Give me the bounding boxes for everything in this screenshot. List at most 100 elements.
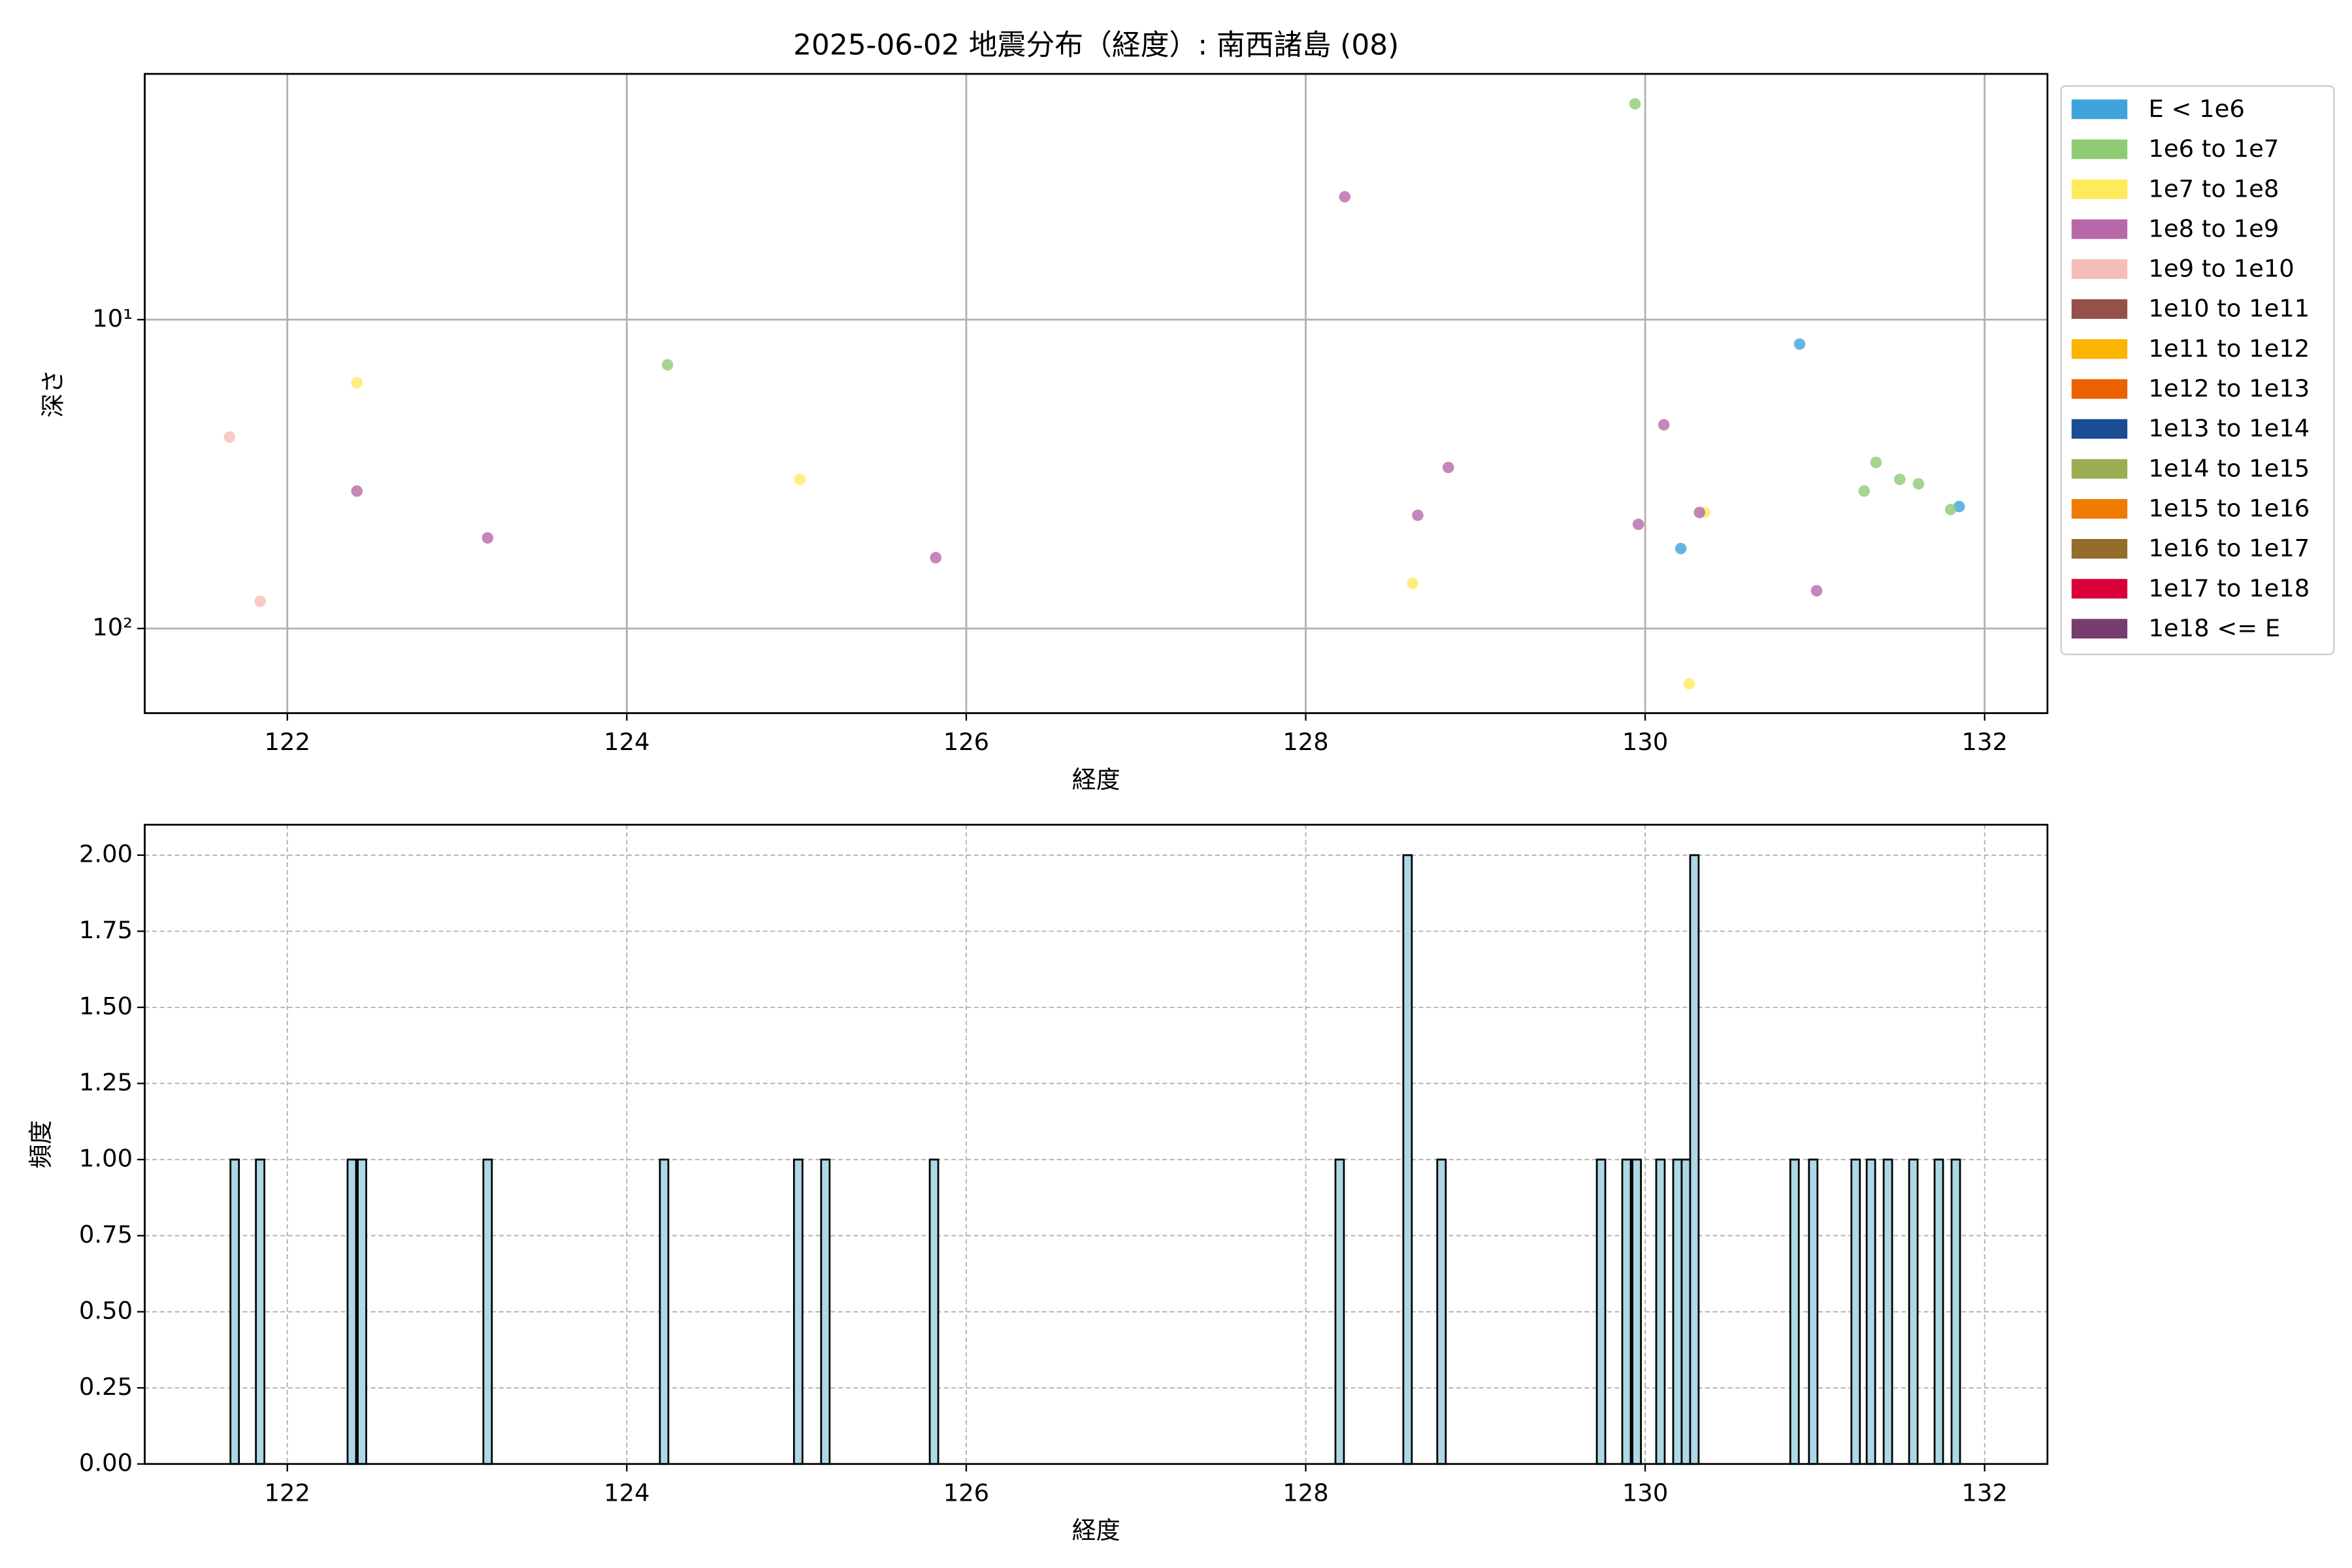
bar (229, 1158, 240, 1465)
point (1870, 457, 1882, 468)
point (661, 359, 674, 371)
legend-box (2060, 85, 2335, 655)
x-tick-label: 130 (1622, 1478, 1668, 1507)
x-tick-label: 124 (604, 1478, 649, 1507)
x-tick-label: 122 (265, 1478, 310, 1507)
y-axis-label: 深さ (39, 369, 67, 417)
legend-swatch (2071, 498, 2128, 519)
bar (1882, 1158, 1893, 1465)
x-tick-label: 132 (1961, 728, 2007, 756)
bar (1672, 1158, 1683, 1465)
legend-label: E < 1e6 (2148, 95, 2244, 123)
x-tick-label: 122 (265, 728, 310, 756)
point (1810, 585, 1823, 597)
bar (1950, 1158, 1961, 1465)
point (1894, 473, 1906, 485)
legend-label: 1e18 <= E (2148, 614, 2280, 642)
bar (1865, 1158, 1876, 1465)
y-axis-label: 頻度 (27, 1120, 55, 1169)
y-tick-label: 0.50 (79, 1296, 133, 1324)
point (1658, 419, 1670, 431)
bar (357, 1158, 367, 1465)
bar (928, 1158, 939, 1465)
x-tick-label: 128 (1282, 728, 1328, 756)
legend-swatch (2071, 219, 2128, 239)
x-tick-label: 132 (1961, 1478, 2007, 1507)
bar (1631, 1158, 1642, 1465)
bar (1808, 1158, 1819, 1465)
legend-swatch (2071, 379, 2128, 399)
point (1912, 478, 1925, 490)
legend-swatch (2071, 619, 2128, 639)
legend-label: 1e6 to 1e7 (2148, 135, 2279, 163)
y-tick-label: 1.50 (79, 992, 133, 1020)
bar (255, 1158, 266, 1465)
y-tick-label: 10² (92, 613, 133, 641)
legend-swatch (2071, 419, 2128, 439)
bar (1655, 1158, 1666, 1465)
bar (1595, 1158, 1607, 1465)
legend-swatch (2071, 179, 2128, 199)
point (1442, 461, 1454, 474)
bar (1402, 854, 1413, 1465)
x-axis-label: 経度 (1072, 1516, 1120, 1544)
bar (1789, 1158, 1800, 1465)
y-tick-label: 0.75 (79, 1220, 133, 1249)
point (1683, 678, 1695, 690)
point (1407, 578, 1418, 589)
bar (1850, 1158, 1861, 1465)
bar (1621, 1158, 1632, 1465)
bar (346, 1158, 357, 1465)
legend-swatch (2071, 299, 2128, 319)
bar (1933, 1158, 1944, 1465)
legend-label: 1e10 to 1e11 (2148, 295, 2310, 323)
x-tick-label: 128 (1282, 1478, 1328, 1507)
legend-swatch (2071, 259, 2128, 279)
legend-swatch (2071, 579, 2128, 599)
legend-swatch (2071, 339, 2128, 359)
y-tick-label: 1.75 (79, 916, 133, 944)
point (223, 431, 236, 443)
plot-frame (144, 823, 2049, 1465)
legend-label: 1e13 to 1e14 (2148, 414, 2310, 442)
legend-label: 1e14 to 1e15 (2148, 454, 2310, 482)
legend-swatch (2071, 539, 2128, 559)
legend-label: 1e15 to 1e16 (2148, 495, 2310, 523)
point (1632, 518, 1644, 531)
legend-label: 1e7 to 1e8 (2148, 174, 2279, 203)
legend-label: 1e16 to 1e17 (2148, 534, 2310, 563)
x-tick-label: 130 (1622, 728, 1668, 756)
point (1339, 191, 1351, 203)
bar (1689, 854, 1700, 1465)
legend-swatch (2071, 99, 2128, 120)
point (1793, 338, 1806, 350)
y-tick-label: 10¹ (92, 304, 133, 333)
point (1944, 504, 1957, 515)
legend-label: 1e9 to 1e10 (2148, 255, 2294, 283)
bar (792, 1158, 804, 1465)
bar (1680, 1158, 1691, 1465)
point (930, 551, 941, 564)
legend-label: 1e17 to 1e18 (2148, 574, 2310, 602)
x-tick-label: 124 (604, 728, 649, 756)
chart-title: 2025-06-02 地震分布（経度）: 南西諸島 (08) (793, 29, 1399, 62)
y-tick-label: 0.25 (79, 1373, 133, 1401)
point (1674, 542, 1687, 555)
point (794, 473, 806, 485)
x-tick-label: 126 (943, 1478, 989, 1507)
point (351, 485, 363, 497)
legend-label: 1e8 to 1e9 (2148, 214, 2279, 242)
point (1693, 506, 1706, 519)
bar (1908, 1158, 1919, 1465)
bar (820, 1158, 831, 1465)
bar (482, 1158, 493, 1465)
y-tick-label: 2.00 (79, 840, 133, 868)
legend-label: 1e12 to 1e13 (2148, 374, 2310, 402)
point (482, 532, 494, 544)
point (1412, 509, 1424, 521)
point (351, 376, 363, 389)
legend-label: 1e11 to 1e12 (2148, 335, 2310, 363)
y-tick-label: 1.25 (79, 1068, 133, 1096)
point (1629, 98, 1641, 110)
